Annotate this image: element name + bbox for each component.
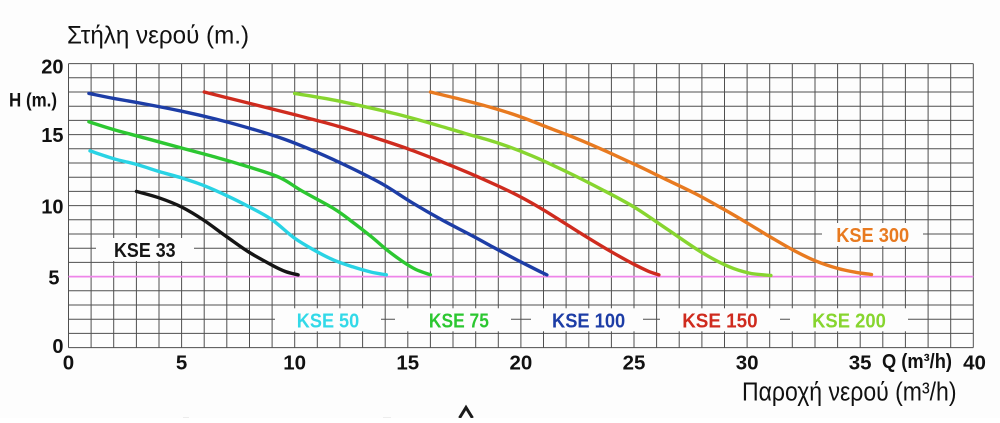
svg-text:KSE 75: KSE 75 bbox=[429, 310, 489, 333]
svg-text:H (m.): H (m.) bbox=[9, 91, 57, 112]
svg-text:KSE 33: KSE 33 bbox=[114, 239, 176, 262]
svg-text:KSE 100: KSE 100 bbox=[552, 310, 625, 333]
svg-text:10: 10 bbox=[283, 352, 306, 375]
svg-text:20: 20 bbox=[509, 352, 532, 375]
svg-text:5: 5 bbox=[176, 352, 187, 375]
svg-text:Στήλη νερού (m.): Στήλη νερού (m.) bbox=[67, 22, 249, 50]
svg-text:Q (m³/h): Q (m³/h) bbox=[882, 351, 952, 373]
svg-text:10: 10 bbox=[41, 197, 63, 219]
svg-text:30: 30 bbox=[736, 352, 759, 375]
svg-text:KSE 150: KSE 150 bbox=[682, 310, 757, 333]
svg-text:KSE 200: KSE 200 bbox=[812, 310, 886, 333]
svg-text:KSE 50: KSE 50 bbox=[297, 310, 359, 333]
svg-text:40: 40 bbox=[963, 352, 986, 375]
svg-text:0: 0 bbox=[52, 336, 63, 358]
svg-text:5: 5 bbox=[48, 268, 59, 290]
svg-text:15: 15 bbox=[396, 352, 419, 375]
svg-text:35: 35 bbox=[849, 352, 872, 375]
svg-text:0: 0 bbox=[63, 352, 74, 375]
svg-text:25: 25 bbox=[623, 352, 646, 375]
svg-text:20: 20 bbox=[41, 56, 63, 78]
svg-text:Παροχή νερού (m³/h): Παροχή νερού (m³/h) bbox=[742, 379, 957, 407]
svg-text:KSE 300: KSE 300 bbox=[836, 224, 909, 247]
svg-text:15: 15 bbox=[41, 125, 63, 147]
